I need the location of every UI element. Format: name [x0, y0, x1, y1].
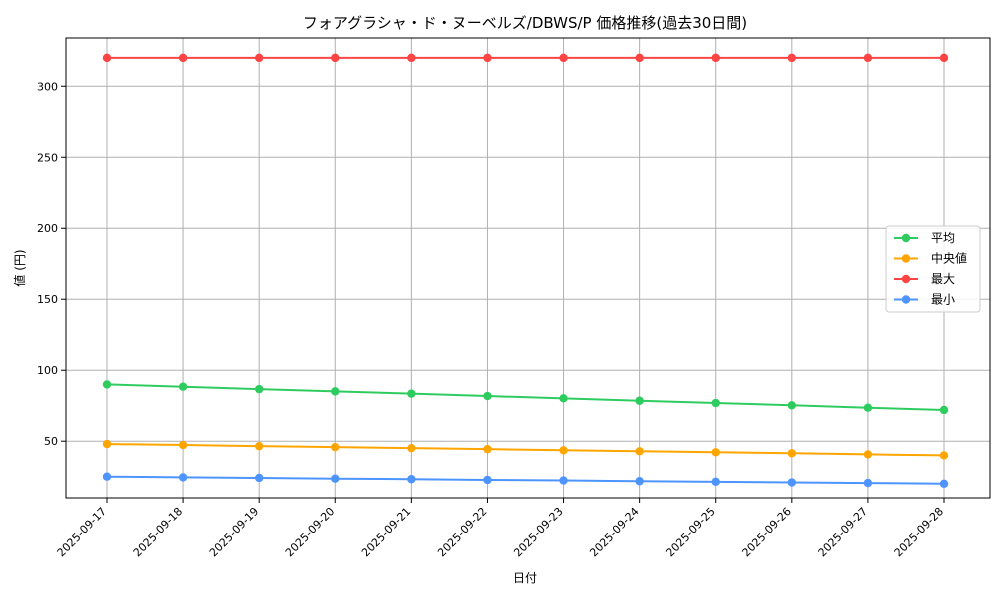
axis-ticks: 2025-09-17 2025-09-18 2025-09-19 2025-09-20… — [37, 80, 946, 559]
data-point — [863, 403, 873, 412]
data-point — [254, 53, 264, 63]
legend-label: 中央値 — [931, 251, 967, 266]
x-tick-label: 2025-09-24 — [587, 505, 641, 559]
x-tick-label: 2025-09-21 — [359, 505, 413, 559]
data-point — [102, 439, 112, 449]
data-point — [863, 478, 873, 488]
data-point — [178, 53, 188, 63]
series-line — [106, 475, 945, 485]
data-point — [407, 389, 416, 398]
x-axis-label: 日付 — [513, 571, 537, 585]
data-point — [483, 475, 492, 485]
data-point — [635, 53, 644, 63]
data-point — [711, 477, 720, 487]
series-2 — [102, 53, 949, 63]
data-point — [711, 53, 720, 63]
series-0 — [102, 380, 949, 415]
y-tick-label: 250 — [37, 151, 58, 164]
data-point — [787, 478, 797, 487]
data-point — [635, 477, 644, 486]
legend-swatch-marker — [901, 233, 911, 243]
data-point — [787, 53, 797, 63]
series-layer — [102, 53, 949, 489]
data-point — [939, 53, 949, 63]
x-tick-label: 2025-09-20 — [283, 505, 337, 559]
y-tick-label: 50 — [44, 435, 58, 448]
plot-frame — [65, 37, 991, 499]
data-point — [635, 396, 644, 405]
data-point — [635, 447, 644, 456]
data-point — [559, 446, 568, 455]
data-point — [483, 391, 492, 401]
data-point — [178, 440, 188, 450]
data-point — [939, 405, 949, 415]
y-tick-label: 150 — [37, 293, 58, 306]
legend-swatch-marker — [901, 254, 911, 263]
y-axis-label: 値 (円) — [12, 249, 27, 286]
data-point — [711, 398, 720, 408]
data-point — [787, 401, 797, 410]
legend-swatch-marker — [901, 274, 911, 284]
data-point — [863, 53, 873, 63]
x-tick-label: 2025-09-17 — [55, 505, 109, 559]
x-tick-label: 2025-09-18 — [131, 505, 185, 559]
x-tick-label: 2025-09-22 — [435, 505, 489, 559]
legend-box — [885, 225, 981, 313]
y-tick-label: 200 — [37, 222, 58, 235]
series-1 — [102, 439, 949, 460]
data-point — [331, 53, 340, 63]
series-3 — [102, 472, 949, 489]
data-point — [102, 53, 112, 63]
data-point — [331, 474, 340, 483]
data-point — [863, 450, 873, 459]
legend-label: 最小 — [931, 293, 955, 307]
data-point — [331, 387, 340, 396]
x-tick-label: 2025-09-25 — [663, 505, 717, 559]
series-line — [106, 443, 945, 457]
legend-label: 最大 — [931, 272, 955, 286]
data-point — [178, 382, 188, 391]
grid — [66, 38, 990, 498]
chart-title: フォアグラシャ・ド・ヌーベルズ/DBWS/P 価格推移(過去30日間) — [303, 14, 747, 32]
data-point — [102, 380, 112, 389]
data-point — [407, 53, 416, 63]
x-tick-label: 2025-09-23 — [511, 505, 565, 559]
series-line — [106, 383, 945, 411]
legend-swatch-marker — [901, 295, 911, 304]
data-point — [102, 472, 112, 481]
data-point — [787, 449, 797, 458]
data-point — [559, 476, 568, 485]
legend-label: 平均 — [931, 231, 955, 245]
x-tick-label: 2025-09-27 — [816, 505, 870, 559]
data-point — [711, 448, 720, 457]
data-point — [407, 475, 416, 484]
data-point — [254, 441, 264, 451]
data-point — [178, 473, 188, 482]
y-tick-label: 300 — [37, 80, 58, 93]
data-point — [254, 384, 264, 394]
x-tick-label: 2025-09-19 — [207, 505, 261, 559]
data-point — [483, 53, 492, 63]
data-point — [407, 443, 416, 453]
data-point — [254, 473, 264, 483]
x-tick-label: 2025-09-28 — [892, 505, 946, 559]
data-point — [483, 444, 492, 454]
data-point — [939, 479, 949, 489]
data-point — [331, 442, 340, 452]
y-tick-label: 100 — [37, 364, 58, 377]
data-point — [939, 451, 949, 460]
data-point — [559, 394, 568, 403]
x-tick-label: 2025-09-26 — [740, 505, 794, 559]
data-point — [559, 53, 568, 63]
